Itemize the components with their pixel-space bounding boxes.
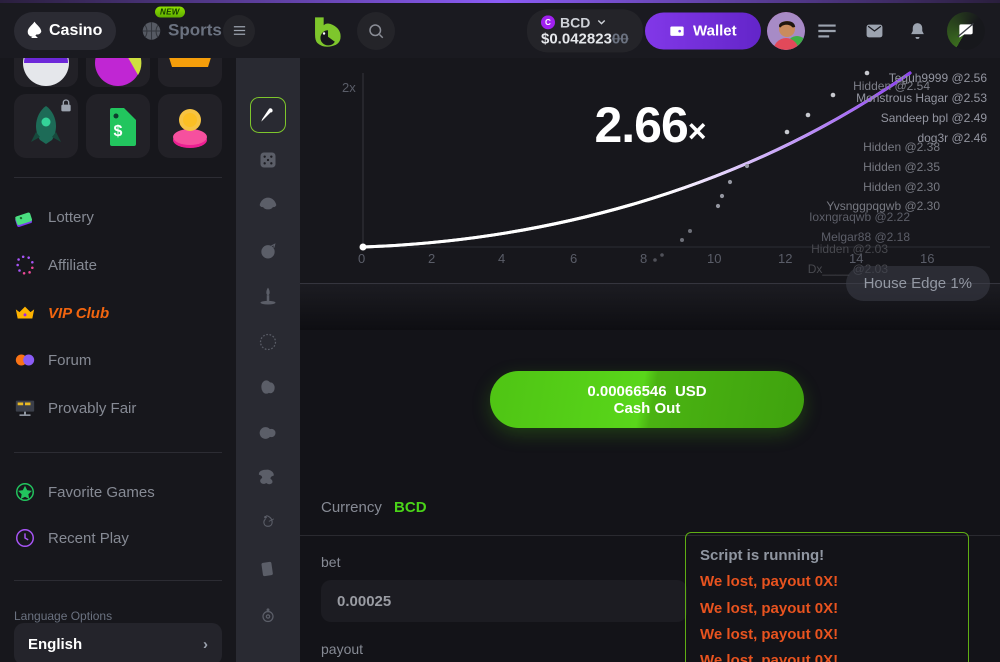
svg-text:C: C <box>545 18 551 27</box>
svg-text:$: $ <box>114 123 123 140</box>
